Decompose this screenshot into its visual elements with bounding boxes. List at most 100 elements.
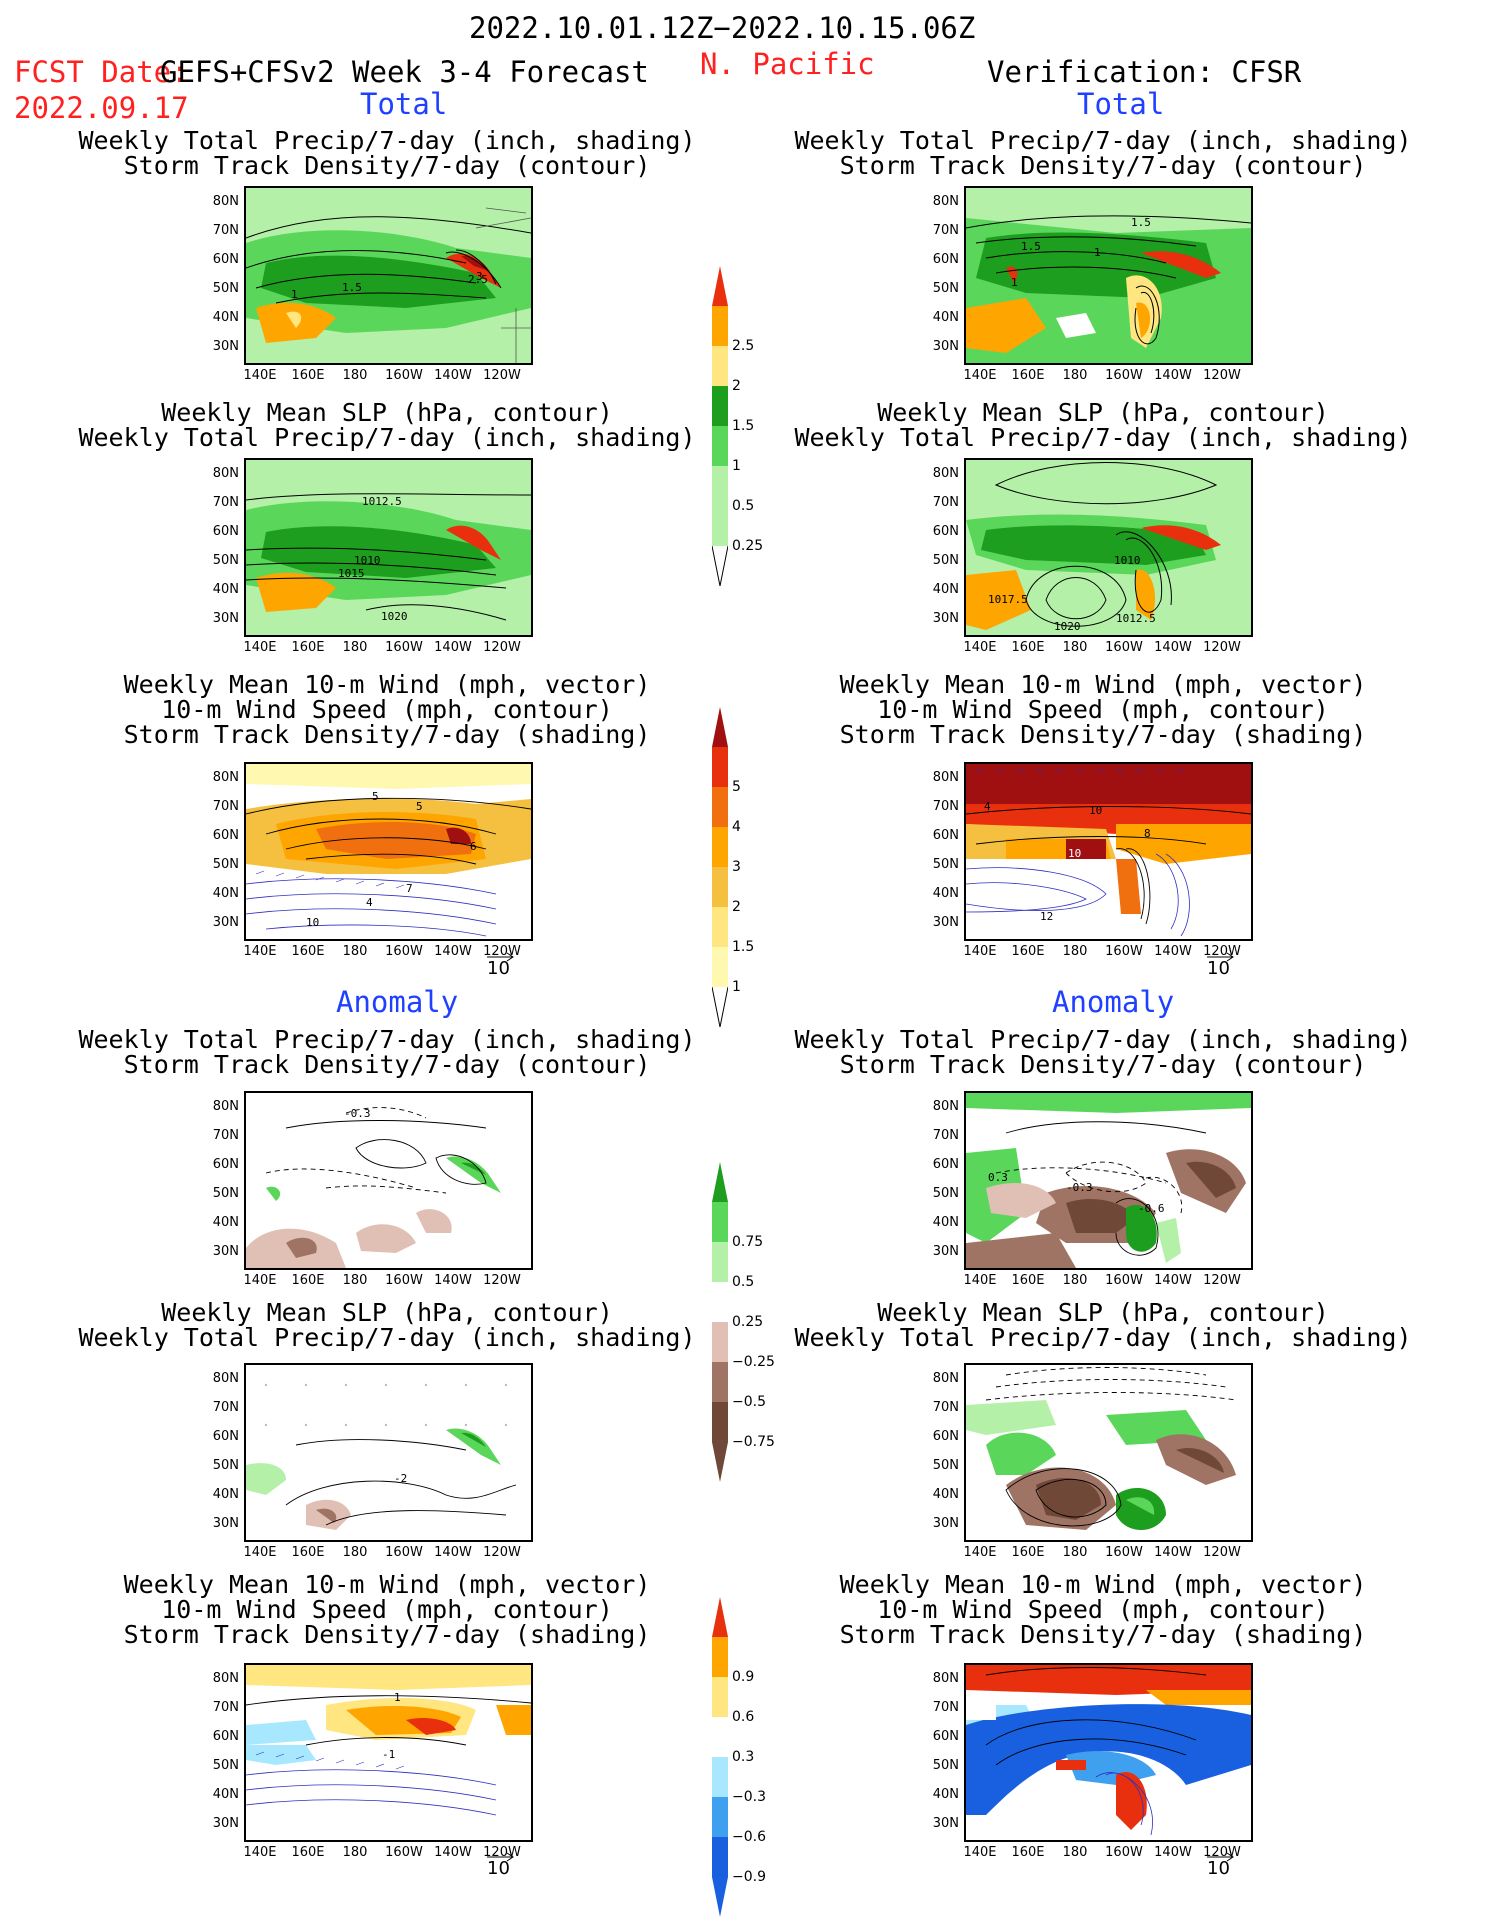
colorbar-segment (712, 1362, 728, 1402)
lat-label: 40N (212, 1215, 239, 1230)
colorbar-label: 2 (732, 899, 741, 915)
map-p2-right: 1017.5 1010 1012.5 1020 (964, 458, 1253, 637)
lat-label: 30N (932, 611, 959, 626)
lat-label: 30N (932, 339, 959, 354)
lon-label: 180 (342, 1845, 368, 1860)
colorbar-tip-bottom (712, 1877, 728, 1917)
lat-label: 50N (932, 857, 959, 872)
date-range: 2022.10.01.12Z−2022.10.15.06Z (469, 11, 976, 45)
contour-label: 1.5 (342, 281, 362, 294)
map-p3-left: 5 5 6 7 4 10 (244, 762, 533, 941)
colorbar-label: 4 (732, 819, 741, 835)
lat-label: 40N (212, 1787, 239, 1802)
lat-label: 40N (932, 310, 959, 325)
lat-label: 60N (932, 1157, 959, 1172)
lat-label: 80N (212, 466, 239, 481)
lon-label: 140W (1154, 1545, 1192, 1560)
lat-label: 50N (932, 1458, 959, 1473)
contour-label: 1 (394, 1691, 401, 1704)
map-p1-left: 2.5 3 1.5 1 (244, 186, 533, 365)
lon-label: 140W (434, 1273, 472, 1288)
lon-label: 160W (385, 640, 423, 655)
colorbar-label: 0.6 (732, 1709, 755, 1725)
lon-label: 160E (1011, 640, 1045, 655)
lon-label: 120W (483, 640, 521, 655)
lat-label: 70N (932, 495, 959, 510)
lon-label: 140E (243, 1545, 277, 1560)
lat-label: 50N (212, 1758, 239, 1773)
lat-label: 40N (932, 1215, 959, 1230)
lon-label: 160W (1105, 1273, 1143, 1288)
contour-label: 7 (406, 882, 413, 895)
lat-label: 80N (212, 770, 239, 785)
contour-label: 8 (1144, 827, 1151, 840)
colorbar-segment (712, 1322, 728, 1362)
lat-label: 80N (932, 194, 959, 209)
lat-label: 30N (212, 1816, 239, 1831)
colorbar-label: −0.9 (732, 1869, 766, 1885)
lon-label: 180 (342, 640, 368, 655)
lon-label: 180 (1062, 1845, 1088, 1860)
lon-label: 160E (1011, 368, 1045, 383)
lat-label: 70N (932, 799, 959, 814)
lon-label: 180 (1062, 368, 1088, 383)
lon-label: 180 (1062, 1545, 1088, 1560)
colorbar-label: −0.3 (732, 1789, 766, 1805)
contour-label: 4 (366, 896, 373, 909)
lon-label: 140E (243, 944, 277, 959)
lon-label: 140W (434, 1845, 472, 1860)
lat-label: 70N (932, 1128, 959, 1143)
title-p6-left: Weekly Mean 10-m Wind (mph, vector) 10-m … (123, 1570, 651, 1649)
colorbar-strip (712, 306, 728, 546)
lat-label: 70N (212, 1700, 239, 1715)
lat-label: 80N (212, 1099, 239, 1114)
lat-label: 40N (932, 886, 959, 901)
contour-label: 1.5 (1021, 240, 1041, 253)
contour-label: 1020 (1054, 620, 1081, 633)
colorbar-label: −0.25 (732, 1354, 775, 1370)
map-p5-right (964, 1363, 1253, 1542)
colorbar-segment (712, 1282, 728, 1322)
lat-label: 60N (212, 828, 239, 843)
lon-label: 160E (291, 1545, 325, 1560)
contour-label: 5 (372, 790, 379, 803)
contour-label: 0.3 (988, 1171, 1008, 1184)
colorbar-segment (712, 346, 728, 386)
lon-label: 160E (1011, 1845, 1045, 1860)
lat-label: 30N (212, 1244, 239, 1259)
lat-label: 60N (932, 1429, 959, 1444)
title-p6-right: Weekly Mean 10-m Wind (mph, vector) 10-m … (839, 1570, 1367, 1649)
colorbar-label: 2 (732, 378, 741, 394)
lat-label: 60N (212, 252, 239, 267)
contour-label: 1017.5 (988, 593, 1028, 606)
colorbar-strip (712, 747, 728, 987)
lat-label: 30N (932, 915, 959, 930)
region-name: N. Pacific (700, 47, 875, 81)
contour-label: 2.5 (468, 273, 488, 286)
lat-label: 70N (212, 1128, 239, 1143)
lon-label: 180 (342, 368, 368, 383)
colorbar-tip-bottom (712, 546, 728, 586)
lat-label: 40N (212, 1487, 239, 1502)
lat-label: 80N (932, 1671, 959, 1686)
contour-label: 4 (984, 800, 991, 813)
title-p3-left: Weekly Mean 10-m Wind (mph, vector) 10-m … (123, 670, 651, 749)
contour-label: 1010 (1114, 554, 1141, 567)
colorbar-label: 1 (732, 979, 741, 995)
lat-label: 40N (212, 886, 239, 901)
colorbar-segment (712, 947, 728, 987)
lat-label: 60N (932, 828, 959, 843)
lon-label: 160W (1105, 944, 1143, 959)
contour-label: 10 (306, 916, 319, 929)
lat-label: 40N (212, 582, 239, 597)
lon-label: 140E (963, 944, 997, 959)
section-total-right: Total (1077, 87, 1165, 121)
lon-label: 140W (434, 1545, 472, 1560)
lat-label: 30N (212, 915, 239, 930)
lon-label: 160W (385, 1545, 423, 1560)
lon-label: 160E (1011, 1273, 1045, 1288)
colorbar-segment (712, 747, 728, 787)
colorbar-label: −0.6 (732, 1829, 766, 1845)
vector-ref-p6-left: 10 (487, 1852, 514, 1879)
